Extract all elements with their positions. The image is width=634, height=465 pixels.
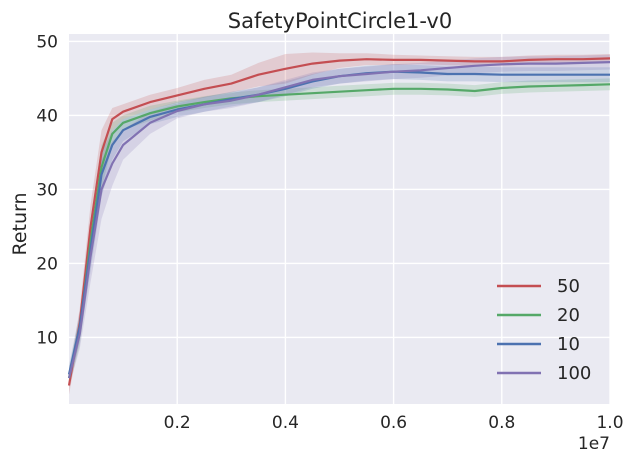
x-tick-label: 1.0 bbox=[596, 413, 623, 433]
series-line-50 bbox=[67, 57, 611, 386]
plot-area bbox=[69, 34, 610, 404]
y-tick-label: 50 bbox=[36, 32, 58, 52]
x-offset-label: 1e7 bbox=[578, 434, 610, 454]
chart-title: SafetyPointCircle1-v0 bbox=[228, 9, 452, 33]
legend-label: 100 bbox=[557, 363, 591, 384]
x-tick-label: 0.4 bbox=[272, 413, 299, 433]
x-axis: 0.2 0.4 0.6 0.8 1.0 bbox=[164, 413, 624, 433]
y-axis: 10 20 30 40 50 bbox=[36, 32, 58, 348]
legend-label: 20 bbox=[557, 305, 580, 326]
y-axis-label: Return bbox=[9, 192, 31, 255]
y-tick-label: 20 bbox=[36, 254, 58, 274]
x-tick-label: 0.8 bbox=[488, 413, 515, 433]
y-tick-label: 40 bbox=[36, 106, 58, 126]
series-line-10 bbox=[67, 70, 610, 375]
y-tick-label: 30 bbox=[36, 180, 58, 200]
legend: 50 20 10 100 bbox=[497, 276, 591, 384]
legend-label: 10 bbox=[557, 334, 580, 355]
series-lines bbox=[67, 57, 611, 386]
y-tick-label: 10 bbox=[36, 328, 58, 348]
series-line-100 bbox=[67, 61, 611, 379]
series-line-20 bbox=[67, 83, 611, 379]
x-tick-label: 0.6 bbox=[380, 413, 407, 433]
legend-label: 50 bbox=[557, 276, 580, 297]
x-tick-label: 0.2 bbox=[164, 413, 191, 433]
